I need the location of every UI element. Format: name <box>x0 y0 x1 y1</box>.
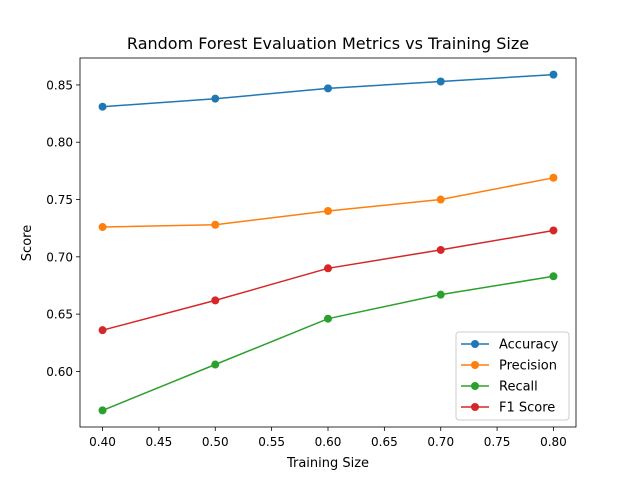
x-tick-label: 0.80 <box>540 435 567 449</box>
y-tick-label: 0.60 <box>46 365 73 379</box>
data-point-precision <box>324 206 332 215</box>
data-point-f1-score <box>436 245 445 254</box>
data-point-recall <box>98 406 107 415</box>
x-tick-label: 0.70 <box>427 435 454 449</box>
data-point-f1-score <box>211 296 220 305</box>
x-tick-label: 0.65 <box>371 435 398 449</box>
y-tick-label: 0.85 <box>46 78 73 92</box>
legend-label-f1-score: F1 Score <box>499 401 555 416</box>
x-tick-label: 0.40 <box>89 435 116 449</box>
x-tick-label: 0.45 <box>146 435 173 449</box>
data-point-precision <box>98 223 107 232</box>
data-point-f1-score <box>324 264 332 273</box>
data-point-f1-score <box>98 326 107 335</box>
data-point-recall <box>549 272 558 281</box>
y-tick-label: 0.80 <box>46 136 73 150</box>
x-tick-label: 0.50 <box>202 435 229 449</box>
data-point-accuracy <box>211 94 220 103</box>
legend: Accuracy Precision Recall F1 Score <box>455 331 570 421</box>
plot-area: 0.40 0.45 0.50 0.55 0.60 0.65 0.70 0.75 0.80 0.60… <box>46 57 577 449</box>
legend-box <box>455 331 570 421</box>
data-point-recall <box>324 314 332 323</box>
data-point-accuracy <box>549 70 558 79</box>
data-point-accuracy <box>324 84 332 93</box>
x-tick-label: 0.55 <box>258 435 285 449</box>
y-axis-label: Score <box>20 225 35 261</box>
data-point-precision <box>549 173 558 182</box>
data-point-precision <box>436 195 445 204</box>
x-axis-label: Training Size <box>286 456 369 471</box>
data-point-accuracy <box>436 77 445 86</box>
data-point-precision <box>211 220 220 229</box>
data-point-accuracy <box>98 102 107 111</box>
legend-label-accuracy: Accuracy <box>499 338 559 353</box>
y-tick-label: 0.65 <box>46 308 73 322</box>
legend-marker-f1-score <box>471 403 479 411</box>
plot-frame <box>79 57 577 428</box>
legend-marker-accuracy <box>471 340 479 348</box>
x-tick-label: 0.75 <box>484 435 511 449</box>
y-tick-label: 0.75 <box>46 193 73 207</box>
legend-label-precision: Precision <box>499 359 557 374</box>
legend-marker-recall <box>471 382 479 390</box>
data-point-recall <box>211 360 220 369</box>
data-point-f1-score <box>549 226 558 235</box>
y-tick-label: 0.70 <box>46 250 73 264</box>
x-tick-label: 0.60 <box>315 435 342 449</box>
legend-label-recall: Recall <box>499 380 538 395</box>
data-point-recall <box>436 290 445 299</box>
chart-title: Random Forest Evaluation Metrics vs Trai… <box>127 34 529 53</box>
legend-marker-precision <box>471 361 479 369</box>
